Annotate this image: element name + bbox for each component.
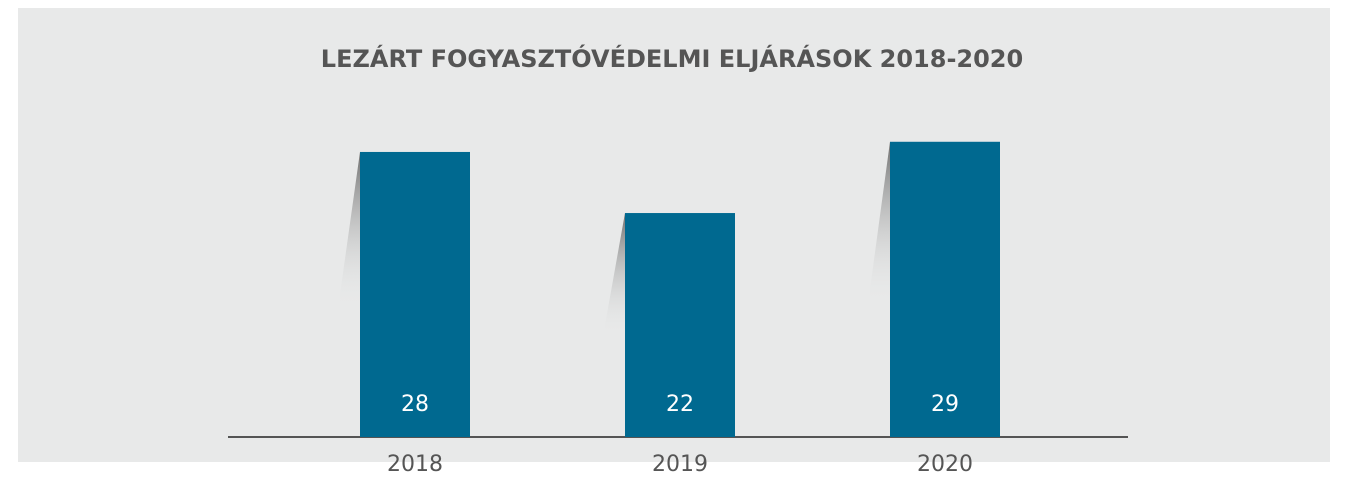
x-tick-label: 2020 (917, 452, 973, 477)
value-label: 28 (401, 392, 429, 417)
bar (890, 141, 1000, 437)
bar-shadow (320, 151, 360, 437)
bar-shadow (850, 141, 890, 437)
value-label: 22 (666, 392, 694, 417)
bar-shadow (585, 213, 625, 437)
bar (360, 151, 470, 437)
value-label: 29 (931, 392, 959, 417)
bar (625, 213, 735, 437)
chart-title: LEZÁRT FOGYASZTÓVÉDELMI ELJÁRÁSOK 2018-2… (321, 43, 1023, 73)
x-tick-label: 2018 (387, 452, 443, 477)
x-tick-label: 2019 (652, 452, 708, 477)
